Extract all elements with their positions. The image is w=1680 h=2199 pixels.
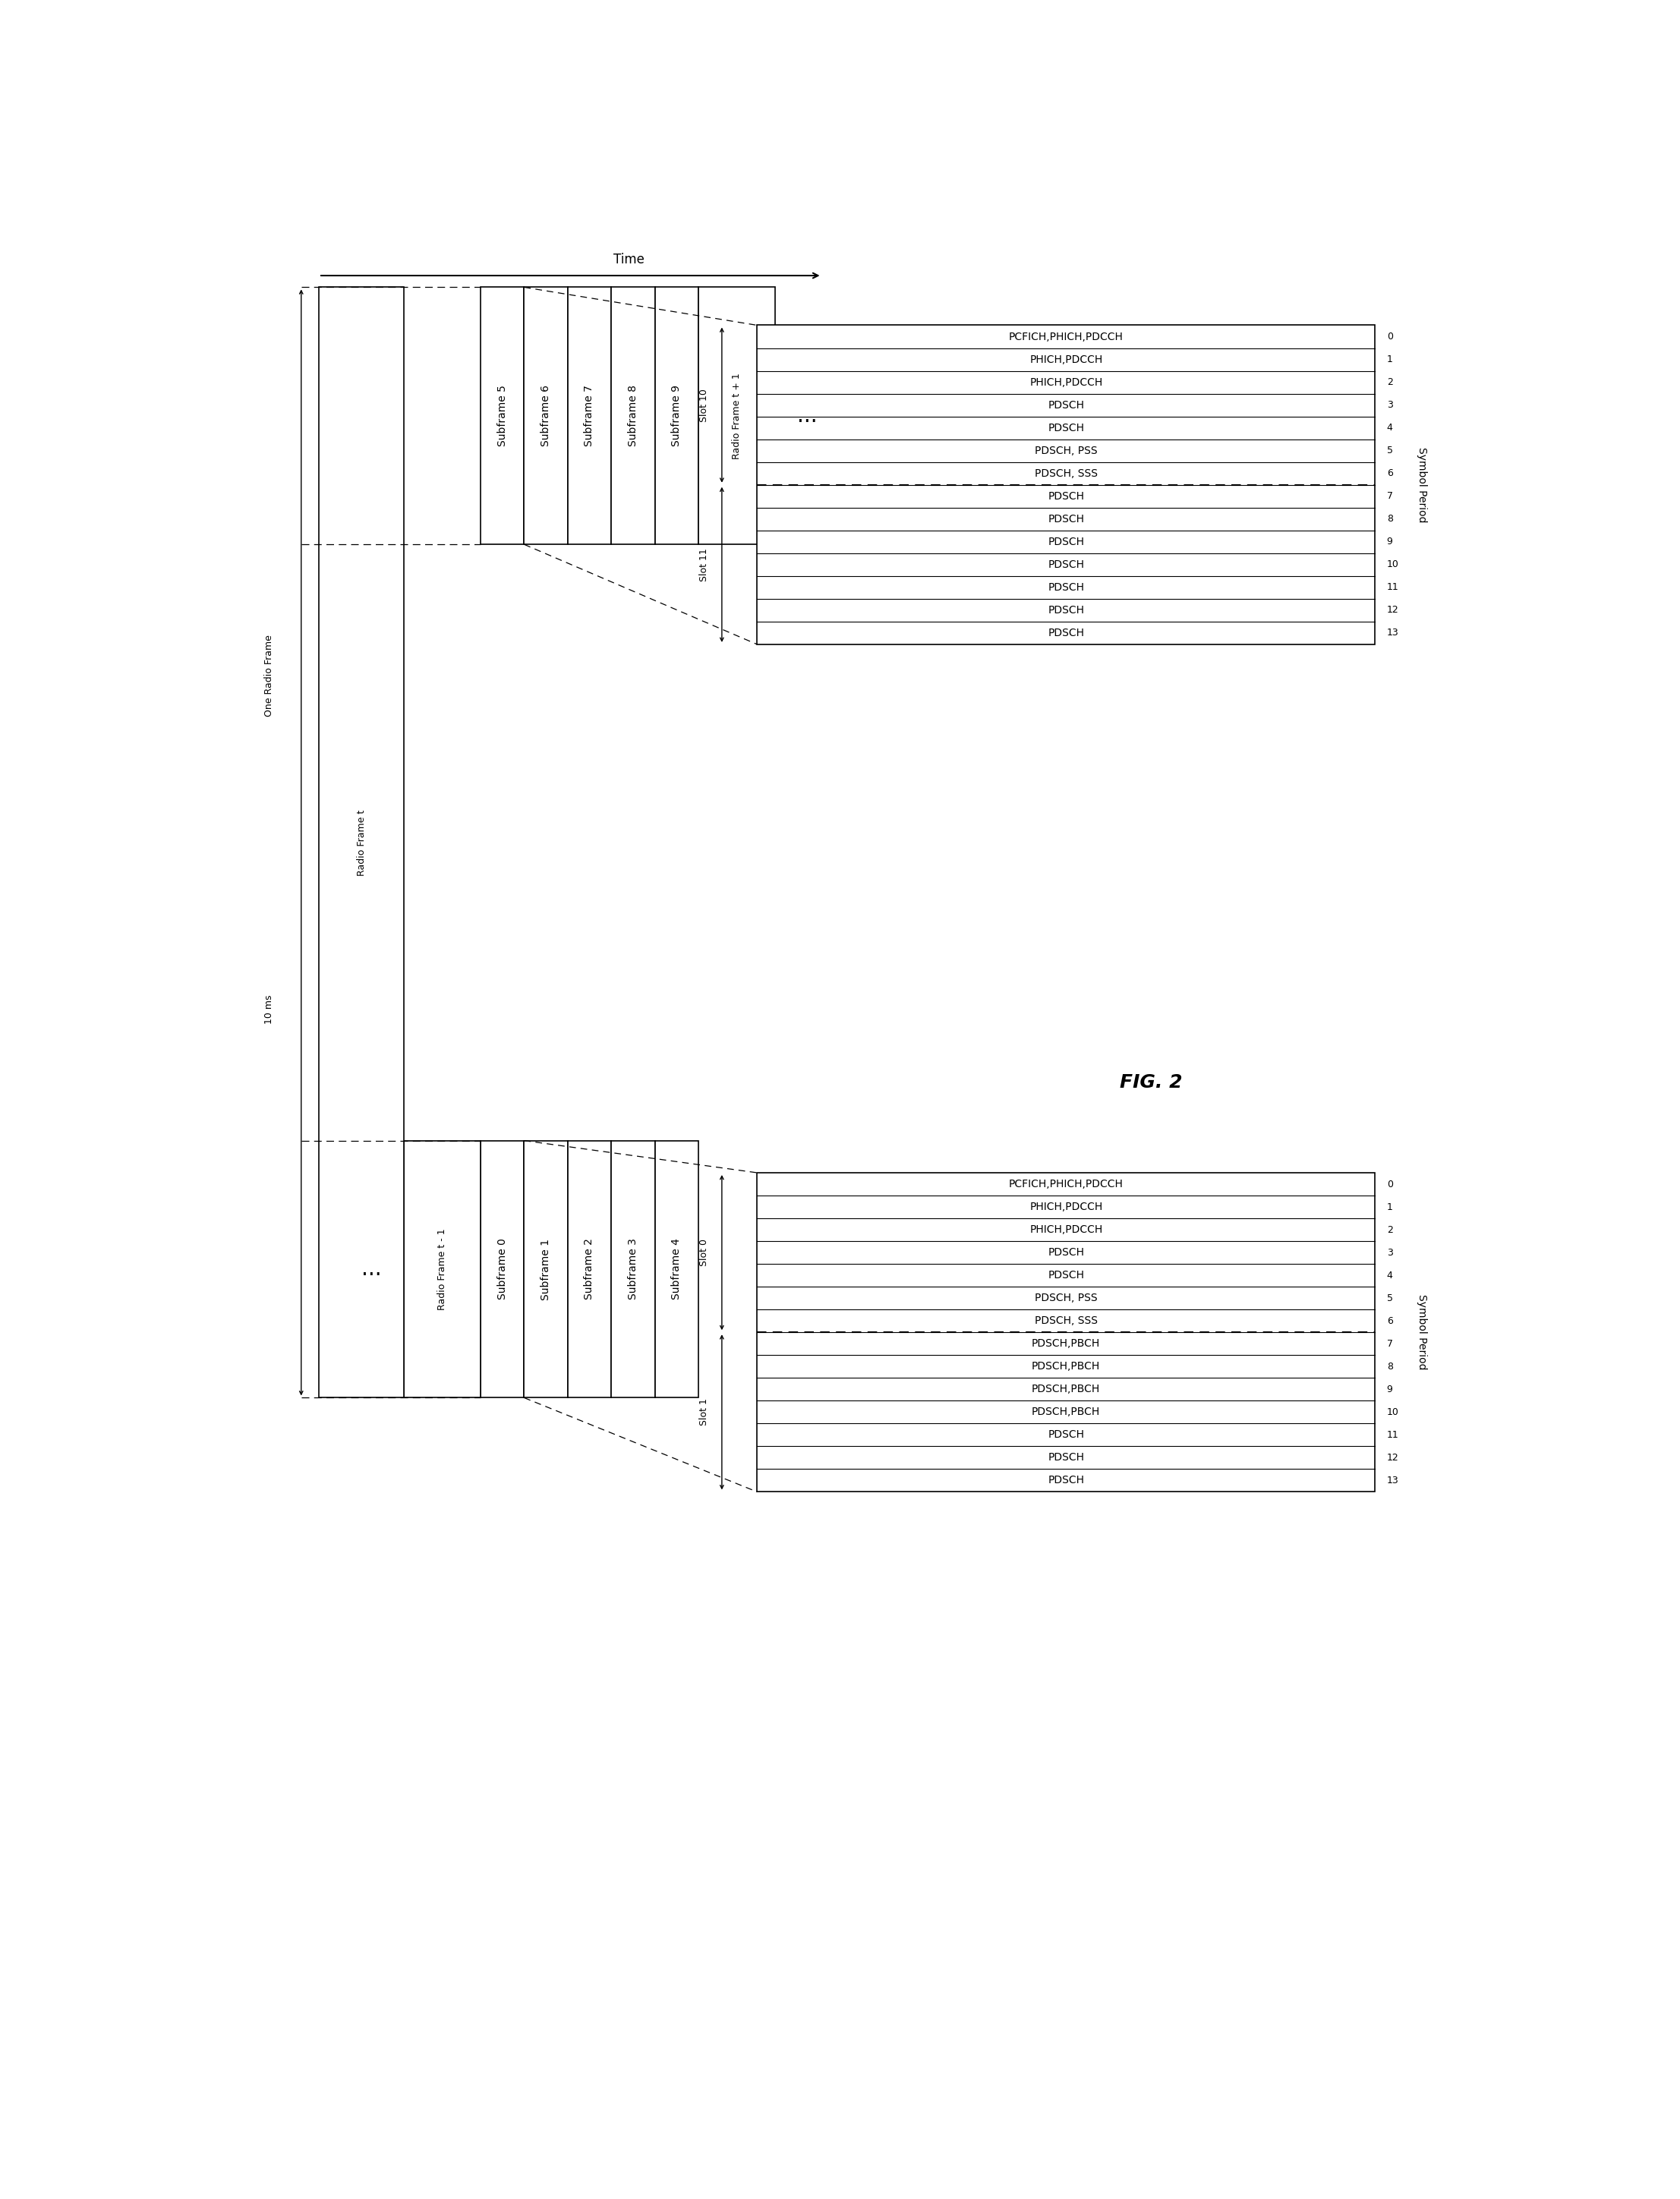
Text: Subframe 7: Subframe 7	[585, 385, 595, 446]
Text: 13: 13	[1386, 629, 1399, 638]
Text: 9: 9	[1386, 1385, 1393, 1394]
Text: PDSCH: PDSCH	[1048, 1451, 1084, 1462]
Text: PDSCH,PBCH: PDSCH,PBCH	[1032, 1361, 1100, 1372]
Text: PDSCH: PDSCH	[1048, 490, 1084, 501]
Text: 0: 0	[1386, 332, 1393, 341]
Text: Radio Frame t - 1: Radio Frame t - 1	[437, 1229, 447, 1311]
Text: 2: 2	[1386, 1225, 1393, 1234]
Text: PDSCH: PDSCH	[1048, 559, 1084, 570]
Text: 10: 10	[1386, 1407, 1399, 1416]
Text: PDSCH,PBCH: PDSCH,PBCH	[1032, 1339, 1100, 1348]
Text: 8: 8	[1386, 515, 1393, 523]
Bar	[699, 288, 774, 545]
Text: Slot 11: Slot 11	[699, 548, 709, 581]
Text: Symbol Period: Symbol Period	[1416, 446, 1428, 523]
Text: Subframe 2: Subframe 2	[585, 1238, 595, 1300]
Text: Radio Frame t + 1: Radio Frame t + 1	[731, 372, 741, 460]
Text: PDSCH: PDSCH	[1048, 583, 1084, 594]
Text: 12: 12	[1386, 605, 1399, 616]
Text: 1: 1	[1386, 354, 1393, 365]
Bar	[568, 1141, 612, 1399]
Text: 6: 6	[1386, 468, 1393, 479]
Text: 3: 3	[1386, 400, 1393, 409]
Text: Slot 0: Slot 0	[699, 1238, 709, 1267]
Text: PDSCH, PSS: PDSCH, PSS	[1035, 1293, 1097, 1304]
Bar	[405, 1141, 480, 1399]
Text: 10 ms: 10 ms	[264, 994, 274, 1025]
Text: 7: 7	[1386, 490, 1393, 501]
Text: 5: 5	[1386, 446, 1393, 455]
Text: Subframe 4: Subframe 4	[672, 1238, 682, 1300]
Text: PDSCH: PDSCH	[1048, 422, 1084, 433]
Text: ...: ...	[796, 405, 816, 427]
Text: 12: 12	[1386, 1454, 1399, 1462]
Text: 1: 1	[1386, 1203, 1393, 1212]
Text: PDSCH, SSS: PDSCH, SSS	[1035, 1315, 1097, 1326]
Bar	[612, 288, 655, 545]
Bar	[758, 325, 1374, 644]
Bar	[568, 288, 612, 545]
Text: Subframe 1: Subframe 1	[541, 1238, 551, 1300]
Text: Radio Frame t: Radio Frame t	[356, 809, 366, 875]
Text: 11: 11	[1386, 583, 1399, 592]
Text: 13: 13	[1386, 1476, 1399, 1484]
Text: 3: 3	[1386, 1247, 1393, 1258]
Text: PCFICH,PHICH,PDCCH: PCFICH,PHICH,PDCCH	[1008, 332, 1124, 343]
Text: PHICH,PDCCH: PHICH,PDCCH	[1030, 1225, 1102, 1236]
Bar	[524, 1141, 568, 1399]
Text: PDSCH: PDSCH	[1048, 1429, 1084, 1440]
Text: PDSCH,PBCH: PDSCH,PBCH	[1032, 1383, 1100, 1394]
Text: Subframe 8: Subframe 8	[628, 385, 638, 446]
Text: 4: 4	[1386, 1271, 1393, 1280]
Bar	[524, 288, 568, 545]
Text: 7: 7	[1386, 1339, 1393, 1348]
Text: 11: 11	[1386, 1429, 1399, 1440]
Text: 2: 2	[1386, 378, 1393, 387]
Text: Slot 1: Slot 1	[699, 1399, 709, 1425]
Text: ...: ...	[361, 1258, 381, 1280]
Bar	[319, 288, 405, 1399]
Text: Subframe 6: Subframe 6	[541, 385, 551, 446]
Text: Slot 10: Slot 10	[699, 389, 709, 422]
Bar	[612, 1141, 655, 1399]
Text: Time: Time	[613, 253, 645, 266]
Text: PHICH,PDCCH: PHICH,PDCCH	[1030, 354, 1102, 365]
Text: 10: 10	[1386, 561, 1399, 570]
Text: 4: 4	[1386, 422, 1393, 433]
Text: PCFICH,PHICH,PDCCH: PCFICH,PHICH,PDCCH	[1008, 1179, 1124, 1190]
Text: PDSCH: PDSCH	[1048, 1271, 1084, 1280]
Text: Subframe 5: Subframe 5	[497, 385, 507, 446]
Text: 5: 5	[1386, 1293, 1393, 1304]
Bar	[480, 288, 524, 545]
Text: 8: 8	[1386, 1361, 1393, 1372]
Text: PDSCH: PDSCH	[1048, 515, 1084, 523]
Text: Subframe 3: Subframe 3	[628, 1238, 638, 1300]
Text: PHICH,PDCCH: PHICH,PDCCH	[1030, 376, 1102, 387]
Text: FIG. 2: FIG. 2	[1121, 1073, 1183, 1091]
Text: Subframe 9: Subframe 9	[672, 385, 682, 446]
Text: 6: 6	[1386, 1315, 1393, 1326]
Text: PDSCH: PDSCH	[1048, 1476, 1084, 1487]
Text: PDSCH: PDSCH	[1048, 537, 1084, 548]
Text: One Radio Frame: One Radio Frame	[264, 636, 274, 717]
Text: PDSCH, PSS: PDSCH, PSS	[1035, 446, 1097, 455]
Text: 0: 0	[1386, 1179, 1393, 1190]
Text: PDSCH: PDSCH	[1048, 627, 1084, 638]
Bar	[655, 1141, 699, 1399]
Text: Subframe 0: Subframe 0	[497, 1238, 507, 1300]
Text: PDSCH,PBCH: PDSCH,PBCH	[1032, 1407, 1100, 1418]
Bar	[758, 1172, 1374, 1491]
Text: PDSCH, SSS: PDSCH, SSS	[1035, 468, 1097, 479]
Text: PDSCH: PDSCH	[1048, 605, 1084, 616]
Text: Symbol Period: Symbol Period	[1416, 1295, 1428, 1370]
Bar	[480, 1141, 524, 1399]
Text: PDSCH: PDSCH	[1048, 1247, 1084, 1258]
Text: PHICH,PDCCH: PHICH,PDCCH	[1030, 1201, 1102, 1212]
Text: 9: 9	[1386, 537, 1393, 548]
Bar	[655, 288, 699, 545]
Text: PDSCH: PDSCH	[1048, 400, 1084, 411]
